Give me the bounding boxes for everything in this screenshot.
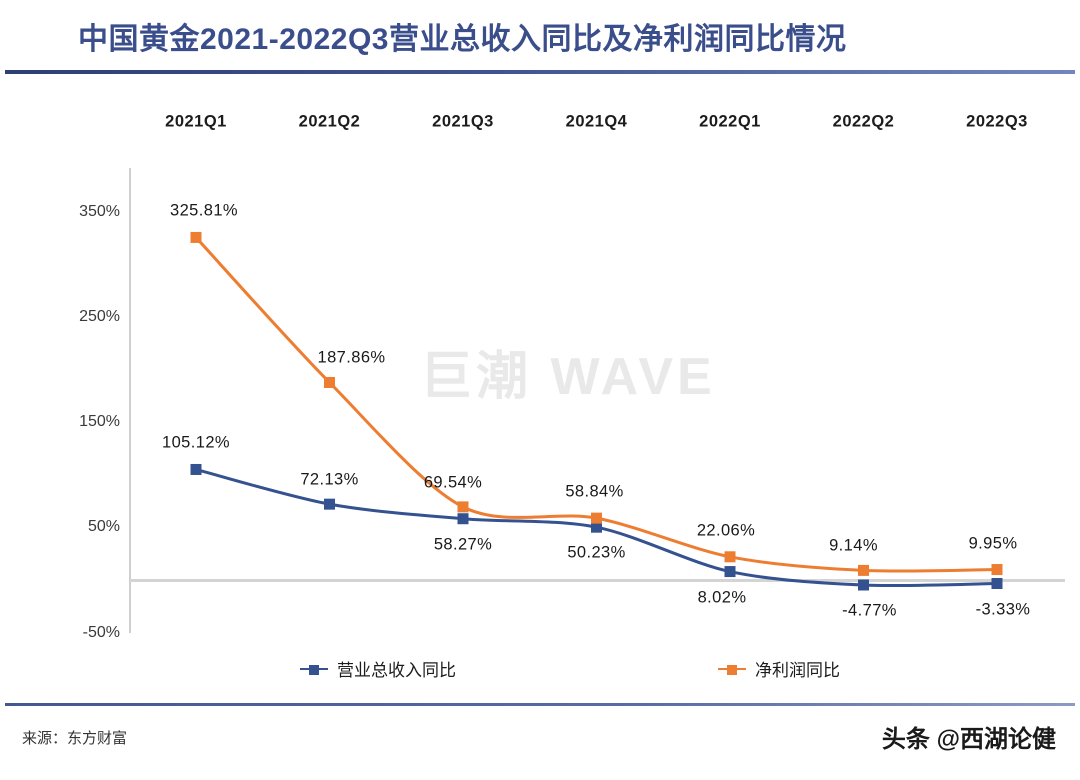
x-axis-label-2021q3: 2021Q3	[432, 112, 494, 131]
page-title: 中国黄金2021-2022Q3营业总收入同比及净利润同比情况	[78, 23, 847, 56]
data-label: 58.84%	[565, 482, 624, 501]
footer-divider	[5, 703, 1075, 706]
data-label: 9.95%	[968, 534, 1018, 553]
x-axis-label-2021q4: 2021Q4	[565, 112, 628, 131]
data-point-marker	[591, 512, 602, 524]
data-point-marker	[324, 498, 335, 510]
legend-item-profit[interactable]: 净利润同比	[718, 656, 840, 681]
data-point-marker	[324, 376, 335, 388]
data-label: 9.14%	[829, 536, 878, 555]
data-point-marker	[724, 551, 736, 563]
legend-label: 净利润同比	[755, 661, 840, 680]
data-label: 22.06%	[696, 521, 756, 540]
data-point-marker	[858, 564, 869, 576]
data-point-marker	[190, 463, 202, 475]
legend-item-revenue[interactable]: 营业总收入同比	[300, 656, 456, 681]
data-label: 187.86%	[317, 348, 386, 367]
data-label: 58.27%	[433, 535, 493, 554]
watermark: 巨潮 WAVE	[420, 348, 716, 406]
data-label: 72.13%	[300, 470, 359, 489]
x-axis-labels: 2021Q1 2021Q2 2021Q3 2021Q4 2022Q1 2022Q2 2022…	[0, 78, 1080, 138]
y-axis-labels: -50% 50% 150% 250% 350%	[0, 78, 120, 641]
x-axis-label-2021q2: 2021Q2	[298, 112, 361, 131]
x-axis-label-2022q3: 2022Q3	[966, 112, 1028, 131]
legend-marker-icon	[300, 663, 328, 675]
data-point-marker	[724, 566, 736, 578]
data-point-marker	[591, 521, 602, 533]
y-axis-tick--50: -50%	[82, 623, 120, 641]
page-header: 中国黄金2021-2022Q3营业总收入同比及净利润同比情况	[0, 0, 1080, 78]
plot-area	[190, 231, 1003, 591]
data-label: -4.77%	[842, 601, 897, 620]
page-footer: 来源：东方财富 头条 @西湖论健	[0, 703, 1080, 780]
data-point-marker	[858, 579, 869, 591]
y-axis-tick-150: 150%	[79, 413, 120, 431]
x-axis-label-2021q1: 2021Q1	[165, 112, 227, 131]
zero-baseline	[130, 579, 1065, 582]
data-label: 8.02%	[697, 588, 747, 607]
data-label: 105.12%	[162, 433, 230, 452]
data-point-marker	[190, 231, 202, 243]
source-note: 来源：东方财富	[22, 730, 128, 747]
title-divider	[5, 70, 1075, 74]
chart-legend: 营业总收入同比 净利润同比	[0, 648, 1080, 692]
legend-marker-icon	[718, 663, 746, 675]
y-axis-tick-50: 50%	[87, 518, 120, 536]
data-point-marker	[457, 513, 469, 525]
data-label: 69.54%	[423, 473, 483, 492]
data-point-marker	[991, 578, 1003, 590]
data-point-marker	[457, 501, 469, 513]
data-label: 50.23%	[567, 543, 626, 562]
data-point-marker	[991, 564, 1003, 576]
y-axis-line	[129, 168, 131, 633]
data-label: -3.33%	[975, 600, 1031, 618]
account-handle: 头条 @西湖论健	[881, 726, 1056, 753]
y-axis-tick-250: 250%	[79, 308, 120, 326]
legend-label: 营业总收入同比	[337, 661, 456, 680]
x-axis-label-2022q2: 2022Q2	[832, 112, 895, 131]
y-axis-tick-350: 350%	[79, 203, 120, 220]
data-label: 325.81%	[170, 201, 238, 220]
x-axis-label-2022q1: 2022Q1	[699, 112, 761, 131]
chart-container: 2021Q1 2021Q2 2021Q3 2021Q4 2022Q1 2022Q2 2022…	[0, 78, 1080, 703]
